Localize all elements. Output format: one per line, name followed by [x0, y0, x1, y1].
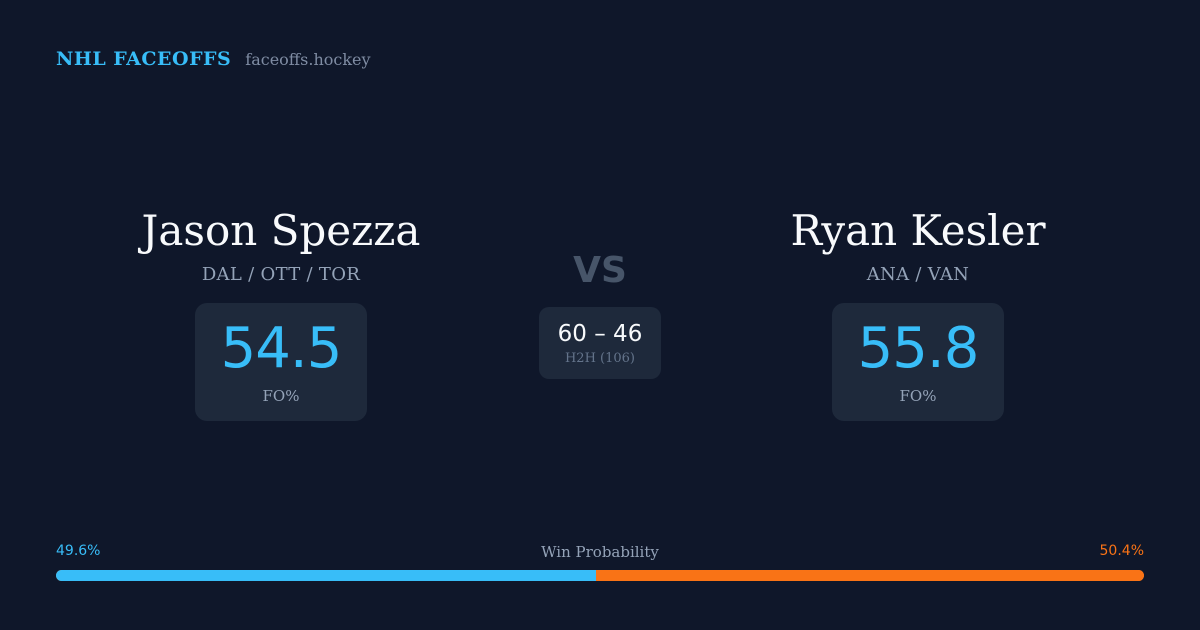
player-right-teams: ANA / VAN [866, 264, 970, 285]
player-left-fo-label: FO% [262, 387, 300, 405]
win-probability-left-fill [56, 570, 596, 581]
player-right-name: Ryan Kesler [790, 206, 1046, 255]
player-right-fo-label: FO% [899, 387, 937, 405]
player-right: Ryan Kesler ANA / VAN 55.8 FO% [708, 204, 1128, 421]
player-left-fo-value: 54.5 [220, 316, 343, 381]
player-right-fo-value: 55.8 [857, 316, 980, 381]
h2h-score: 60 – 46 [557, 320, 643, 347]
win-probability-left-label: 49.6% [56, 543, 101, 559]
win-probability-title: Win Probability [541, 543, 659, 561]
player-left-stat-card: 54.5 FO% [195, 303, 367, 421]
vs-label: VS [573, 250, 627, 291]
win-probability-bar [56, 570, 1144, 581]
win-probability-right-label: 50.4% [1099, 543, 1144, 559]
win-probability-right-fill [595, 570, 1144, 581]
player-left: Jason Spezza DAL / OTT / TOR 54.5 FO% [71, 204, 491, 421]
brand-url: faceoffs.hockey [245, 50, 371, 69]
h2h-label: H2H (106) [564, 350, 636, 366]
player-left-name: Jason Spezza [141, 206, 421, 255]
player-left-teams: DAL / OTT / TOR [201, 264, 361, 285]
brand-title: NHL FACEOFFS [56, 48, 232, 70]
win-probability-labels: 49.6% Win Probability 50.4% [56, 543, 1144, 563]
h2h-card: 60 – 46 H2H (106) [539, 307, 661, 379]
player-right-stat-card: 55.8 FO% [832, 303, 1004, 421]
brand-header: NHL FACEOFFS faceoffs.hockey [56, 48, 371, 70]
